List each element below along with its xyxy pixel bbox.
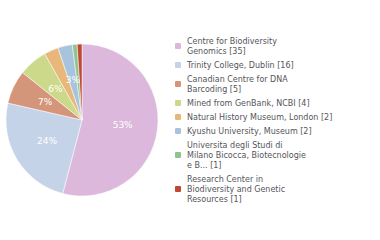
svg-text:Trinity College, Dublin [16]: Trinity College, Dublin [16] — [186, 61, 294, 70]
svg-text:53%: 53% — [113, 120, 133, 130]
svg-text:3%: 3% — [66, 75, 81, 85]
svg-text:7%: 7% — [38, 97, 53, 107]
svg-text:e B... [1]: e B... [1] — [187, 161, 221, 170]
svg-text:Centre for Biodiversity: Centre for Biodiversity — [187, 37, 277, 46]
svg-text:Genomics [35]: Genomics [35] — [187, 47, 246, 56]
svg-text:Mined from GenBank, NCBI [4]: Mined from GenBank, NCBI [4] — [187, 99, 310, 108]
svg-text:6%: 6% — [48, 84, 63, 94]
svg-text:Research Center in: Research Center in — [187, 175, 263, 184]
svg-text:Biodiversity and Genetic: Biodiversity and Genetic — [187, 185, 285, 194]
svg-text:Universita degli Studi di: Universita degli Studi di — [187, 141, 283, 150]
svg-text:Natural History Museum, London: Natural History Museum, London [2] — [187, 113, 332, 122]
svg-text:24%: 24% — [37, 136, 57, 146]
svg-text:Milano Bicocca, Biotecnologie: Milano Bicocca, Biotecnologie — [187, 151, 306, 160]
svg-text:Kyushu University, Museum [2]: Kyushu University, Museum [2] — [187, 127, 312, 136]
svg-text:Barcoding [5]: Barcoding [5] — [187, 85, 241, 94]
svg-text:Resources [1]: Resources [1] — [187, 195, 242, 204]
svg-text:Canadian Centre for DNA: Canadian Centre for DNA — [187, 75, 288, 84]
